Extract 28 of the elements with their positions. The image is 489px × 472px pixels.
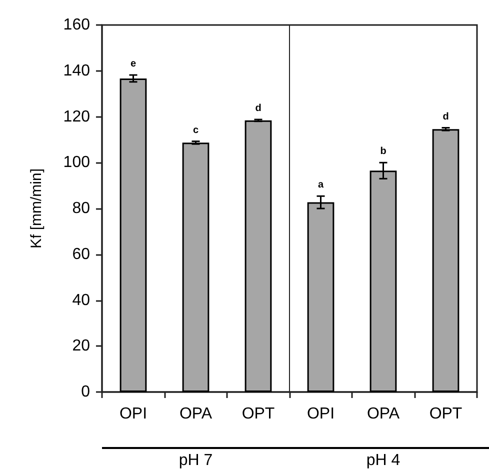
- data-label: d: [255, 103, 262, 114]
- data-label: b: [380, 146, 386, 158]
- y-tick-label: 20: [72, 338, 90, 355]
- y-tick-label: 160: [63, 16, 90, 34]
- y-tick-label: 60: [72, 246, 90, 263]
- x-tick-label: OPA: [366, 406, 400, 422]
- y-tick-label: 100: [63, 154, 90, 172]
- y-tick-label: 140: [63, 62, 90, 80]
- text: pH 4: [365, 452, 402, 470]
- x-tick-label: OPA: [179, 406, 212, 422]
- bar: [244, 120, 272, 392]
- y-tick-label: 80: [72, 200, 90, 217]
- x-tick-label: OPT: [242, 406, 275, 422]
- bar: [432, 129, 460, 392]
- y-axis-title: Kf [mm/min]: [28, 168, 45, 249]
- y-tick-label: 40: [72, 292, 90, 309]
- bar: [182, 142, 210, 392]
- bar: [120, 78, 147, 392]
- x-tick-label: OPT: [429, 406, 462, 422]
- data-label: d: [442, 111, 449, 122]
- x-tick-label: OPI: [119, 406, 148, 422]
- text: pH 7: [178, 452, 214, 470]
- x-tick-label: OPI: [306, 406, 335, 422]
- data-label: a: [318, 180, 324, 191]
- data-label: e: [130, 58, 136, 70]
- y-tick-label: 0: [81, 384, 90, 400]
- y-tick-label: 120: [63, 108, 90, 126]
- data-label: c: [192, 124, 199, 136]
